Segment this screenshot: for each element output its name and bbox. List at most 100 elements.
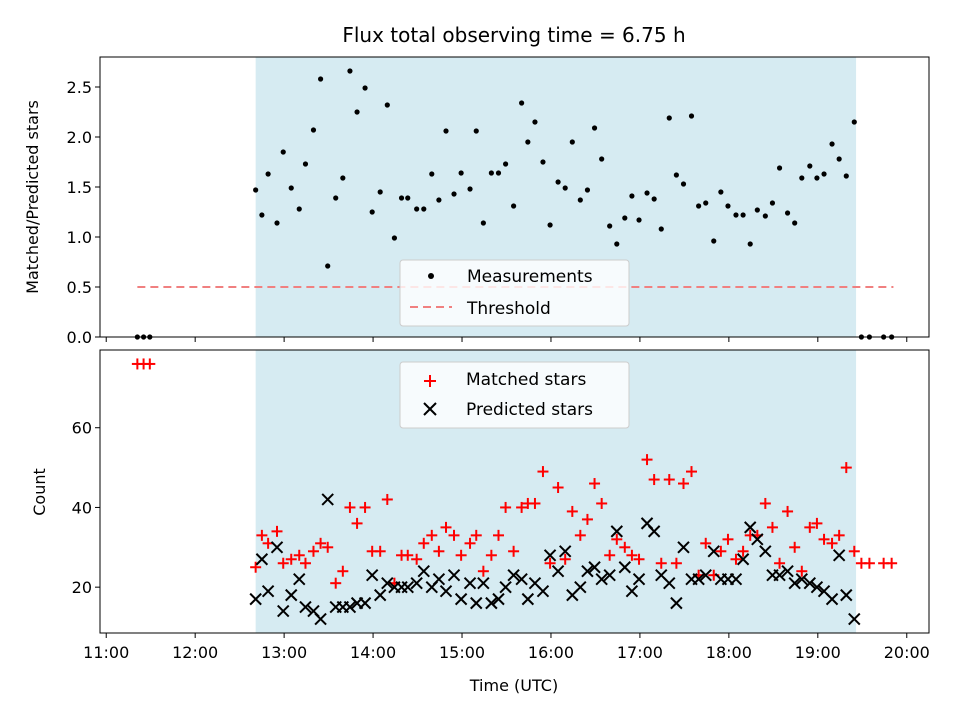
matched-star-marker xyxy=(256,529,268,541)
predicted-star-marker xyxy=(358,596,372,610)
legend-box xyxy=(399,361,630,429)
predicted-star-marker xyxy=(432,572,446,586)
matched-star-marker xyxy=(464,537,476,549)
predicted-star-marker xyxy=(285,588,298,602)
matched-star-marker xyxy=(663,474,675,486)
matched-star-marker xyxy=(374,545,386,557)
predicted-star-marker xyxy=(249,592,262,606)
matched-star-marker xyxy=(293,549,305,561)
matched-star-marker xyxy=(544,557,556,569)
measurement-point xyxy=(696,203,702,209)
chart-title: Flux total observing time = 6.75 h xyxy=(342,23,685,47)
predicted-star-marker xyxy=(543,549,557,562)
measurement-point xyxy=(253,187,259,193)
matched-star-marker xyxy=(700,537,712,549)
predicted-star-marker xyxy=(795,572,809,586)
predicted-star-marker xyxy=(670,596,683,610)
count-panel: 20 40 60 11:00 12:00 13:00 14:00 15:00 16:00 17:… xyxy=(30,349,930,695)
measurement-point xyxy=(333,195,339,201)
measurement-point xyxy=(555,179,561,185)
predicted-star-marker xyxy=(810,580,824,594)
predicted-star-marker xyxy=(401,580,414,594)
matched-star-marker xyxy=(648,474,660,486)
x-tick-label: 16:00 xyxy=(528,643,574,662)
y-axis-label: Matched/Predicted stars xyxy=(23,100,42,294)
legend: Matched stars Predicted stars xyxy=(399,361,630,429)
y-tick-label: 1.0 xyxy=(67,228,92,247)
measurement-point xyxy=(725,203,731,209)
predicted-star-marker xyxy=(803,576,817,590)
measurement-point xyxy=(436,197,442,203)
predicted-star-marker xyxy=(744,521,757,534)
y-tick-label: 2.0 xyxy=(67,128,92,147)
predicted-star-marker xyxy=(729,572,743,586)
measurement-point xyxy=(658,226,664,232)
y-tick-label: 2.5 xyxy=(67,78,92,97)
matched-star-marker xyxy=(402,549,414,561)
matched-star-marker xyxy=(144,358,156,370)
legend-marker-matched xyxy=(424,375,436,387)
measurement-point xyxy=(519,100,525,106)
matched-star-marker xyxy=(619,541,631,553)
matched-star-marker xyxy=(722,533,734,545)
measurement-point xyxy=(525,139,531,145)
measurement-point xyxy=(666,115,672,121)
x-tick-label: 17:00 xyxy=(617,643,663,662)
measurement-point xyxy=(310,127,317,133)
predicted-star-marker xyxy=(521,592,535,606)
measurement-point xyxy=(480,220,486,226)
measurement-point xyxy=(503,161,509,167)
predicted-star-marker xyxy=(848,612,861,626)
matched-star-marker xyxy=(330,577,342,589)
legend-marker-predicted xyxy=(423,402,437,416)
matched-star-marker xyxy=(516,501,528,513)
measurement-point xyxy=(688,113,695,119)
matched-star-marker xyxy=(344,501,356,513)
matched-star-marker xyxy=(322,541,334,553)
measurement-point xyxy=(354,109,360,115)
measurement-point xyxy=(829,141,835,147)
matched-star-marker xyxy=(500,501,512,513)
measurement-point xyxy=(622,215,628,221)
predicted-star-marker xyxy=(255,553,269,566)
matched-star-marker xyxy=(315,537,327,549)
matched-star-marker xyxy=(604,549,616,561)
measurement-point xyxy=(495,170,502,176)
predicted-star-markers xyxy=(249,493,861,626)
x-tick-label: 12:00 xyxy=(172,643,218,662)
measurement-point xyxy=(451,191,457,197)
ratio-panel: 0.0 0.5 1.0 1.5 2.0 2.5 Flux total observing … xyxy=(23,23,930,347)
matched-star-marker xyxy=(426,529,438,541)
matched-star-marker xyxy=(492,529,504,541)
measurement-point xyxy=(577,197,583,203)
x-tick-label: 14:00 xyxy=(350,643,396,662)
measurement-point xyxy=(265,171,271,177)
predicted-star-marker xyxy=(603,568,616,582)
measurement-point xyxy=(458,170,464,176)
x-tick-label: 15:00 xyxy=(439,643,485,662)
measurement-point xyxy=(532,119,538,125)
measurement-point xyxy=(296,206,302,212)
predicted-star-marker xyxy=(499,580,512,594)
measurement-point xyxy=(814,175,820,181)
measurement-point xyxy=(636,217,642,223)
measurement-point xyxy=(591,125,598,131)
matched-star-marker xyxy=(566,505,578,517)
legend-label-threshold: Threshold xyxy=(466,299,551,319)
matched-star-marker xyxy=(833,529,845,541)
predicted-star-marker xyxy=(632,572,646,586)
legend-box xyxy=(399,259,630,327)
predicted-star-marker xyxy=(507,568,520,582)
matched-star-marker xyxy=(678,478,690,490)
predicted-star-marker xyxy=(365,568,379,582)
matched-star-marker xyxy=(250,561,262,573)
measurement-point xyxy=(347,68,353,74)
measurement-point xyxy=(369,209,375,215)
y-tick-label: 60 xyxy=(72,419,92,438)
predicted-star-marker xyxy=(470,596,483,610)
predicted-star-marker xyxy=(610,525,623,538)
measurement-point xyxy=(547,222,553,228)
x-tick-label: 13:00 xyxy=(261,643,307,662)
matched-star-marker xyxy=(381,493,393,505)
